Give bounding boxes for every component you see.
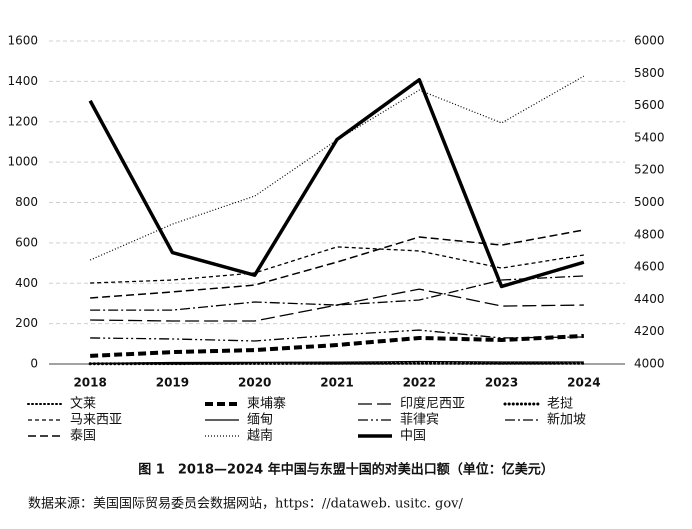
y2-tick-label: 5400	[634, 130, 665, 144]
y2-tick-label: 4000	[634, 357, 665, 371]
y-tick-label: 1600	[7, 34, 38, 48]
y2-tick-label: 4800	[634, 227, 665, 241]
legend-label: 越南	[247, 428, 273, 444]
y2-tick-label: 5800	[634, 66, 665, 80]
series-line	[90, 329, 584, 342]
legend-label: 文莱	[70, 397, 96, 412]
y2-tick-label: 5000	[634, 195, 665, 209]
series-line	[90, 275, 584, 311]
x-tick-label: 2022	[403, 376, 436, 390]
x-tick-label: 2023	[485, 376, 518, 390]
series-line	[88, 361, 586, 366]
y2-tick-label: 4400	[634, 292, 665, 306]
y-tick-label: 1000	[7, 155, 38, 169]
source: 数据来源：美国国际贸易委员会数据网站，https：//dataweb. usit…	[28, 497, 463, 512]
legend-label: 印度尼西亚	[400, 396, 465, 412]
y-tick-label: 0	[30, 357, 38, 371]
series-line	[90, 333, 584, 358]
legend-label: 新加坡	[547, 412, 586, 428]
legend-label: 中国	[400, 429, 426, 444]
y-tick-label: 200	[15, 316, 38, 330]
y2-tick-label: 4600	[634, 260, 665, 274]
y-tick-label: 600	[15, 235, 38, 249]
x-tick-label: 2018	[73, 376, 106, 390]
y-tick-label: 400	[15, 276, 38, 290]
y2-tick-label: 6000	[634, 34, 665, 48]
y-tick-label: 1400	[7, 74, 38, 88]
legend-label: 柬埔寨	[247, 396, 286, 412]
legend-label: 老挝	[547, 397, 573, 412]
series-line	[88, 78, 585, 289]
y2-tick-label: 5600	[634, 98, 665, 112]
caption: 图 1 2018—2024 年中国与东盟十国的对美出口额（单位：亿美元）	[138, 462, 553, 478]
legend-label: 泰国	[70, 429, 96, 444]
y2-tick-label: 4200	[634, 324, 665, 338]
legend-label: 菲律宾	[400, 412, 439, 428]
y-tick-label: 1200	[7, 114, 38, 128]
series-line	[90, 246, 584, 284]
x-tick-label: 2019	[156, 376, 189, 390]
legend-label: 马来西亚	[70, 413, 122, 428]
y2-tick-label: 5200	[634, 163, 665, 177]
x-tick-label: 2020	[238, 376, 271, 390]
x-tick-label: 2021	[320, 376, 353, 390]
series-line	[90, 360, 584, 365]
x-tick-label: 2024	[567, 376, 600, 390]
y-tick-label: 800	[15, 195, 38, 209]
legend-label: 缅甸	[247, 413, 273, 428]
series-line	[89, 75, 585, 261]
